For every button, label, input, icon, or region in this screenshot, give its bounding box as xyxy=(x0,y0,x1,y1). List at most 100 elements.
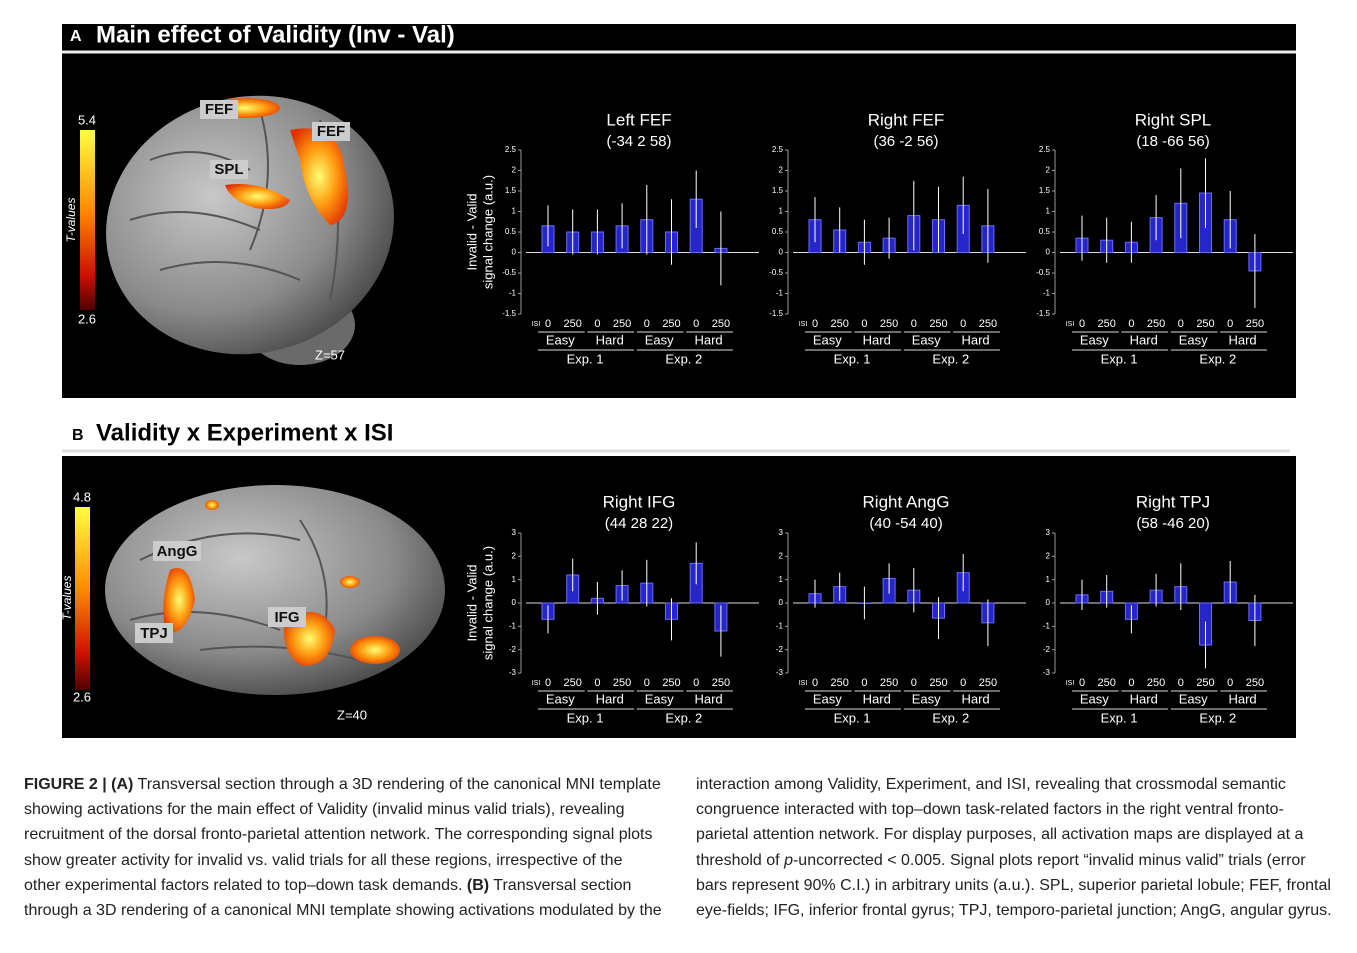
x-tick-label: 0 xyxy=(693,677,699,689)
group-label: Hard xyxy=(863,332,891,347)
chart-subtitle: (-34 2 58) xyxy=(606,133,671,150)
x-tick-label: 0 xyxy=(594,318,600,330)
x-tick-label: 0 xyxy=(545,677,551,689)
x-tick-label: 0 xyxy=(911,318,917,330)
y-tick-label: 2.5 xyxy=(772,145,784,154)
x-tick-label: 0 xyxy=(644,677,650,689)
chart-subtitle: (44 28 22) xyxy=(605,515,673,532)
caption-text: FIGURE 2 | (A) xyxy=(24,776,133,793)
experiment-label: Exp. 1 xyxy=(1101,710,1138,725)
experiment-label: Exp. 1 xyxy=(834,351,871,366)
y-tick-label: 2 xyxy=(779,166,784,175)
region-label: TPJ xyxy=(140,625,168,642)
x-tick-label: 250 xyxy=(613,318,631,330)
y-tick-label: 1 xyxy=(1046,207,1051,216)
x-tick-label: 250 xyxy=(979,318,997,330)
x-tick-label: 0 xyxy=(1128,677,1134,689)
x-tick-label: 0 xyxy=(1079,318,1085,330)
panel-label: B xyxy=(72,427,84,444)
x-tick-label: 250 xyxy=(929,677,947,689)
x-tick-label: 0 xyxy=(594,677,600,689)
y-tick-label: -1 xyxy=(509,289,517,298)
group-label: Easy xyxy=(1080,332,1109,347)
y-tick-label: 1 xyxy=(779,207,784,216)
colorbar xyxy=(75,507,90,690)
group-label: Hard xyxy=(596,332,624,347)
experiment-label: Exp. 2 xyxy=(1199,351,1236,366)
group-label: Easy xyxy=(912,691,941,706)
y-tick-label: -1 xyxy=(776,621,784,630)
x-tick-label: 0 xyxy=(960,318,966,330)
colorbar-label: T-values xyxy=(64,198,78,243)
x-tick-label: 250 xyxy=(979,677,997,689)
y-tick-label: 1 xyxy=(512,575,517,584)
y-tick-label: -1.5 xyxy=(769,309,783,318)
group-label: Hard xyxy=(694,691,722,706)
group-label: Hard xyxy=(961,691,989,706)
colorbar-max: 5.4 xyxy=(78,112,96,127)
caption-text: (B) xyxy=(467,877,489,894)
y-tick-label: 0 xyxy=(779,248,784,257)
brain-b xyxy=(105,485,445,695)
chart-title: Right SPL xyxy=(1135,110,1212,129)
chart-title: Right TPJ xyxy=(1136,492,1210,511)
x-tick-label: 0 xyxy=(911,677,917,689)
y-tick-label: 0 xyxy=(1046,598,1051,607)
y-tick-label: -1.5 xyxy=(502,309,516,318)
y-tick-label: 1.5 xyxy=(1039,186,1051,195)
x-tick-label: 0 xyxy=(1079,677,1085,689)
y-tick-label: 3 xyxy=(779,528,784,537)
figure: A Main effect of Validity (Inv - Val) 5.… xyxy=(0,0,1357,760)
group-label: Hard xyxy=(961,332,989,347)
chart-subtitle: (36 -2 56) xyxy=(873,133,938,150)
y-tick-label: 0.5 xyxy=(505,227,517,236)
x-tick-label: 250 xyxy=(662,318,680,330)
experiment-label: Exp. 2 xyxy=(1199,710,1236,725)
x-tick-label: 250 xyxy=(1098,677,1116,689)
y-tick-label: 1 xyxy=(1046,575,1051,584)
group-label: Easy xyxy=(645,332,674,347)
y-axis-label: Invalid - Valid xyxy=(464,193,479,270)
experiment-label: Exp. 2 xyxy=(932,710,969,725)
x-tick-label: 250 xyxy=(929,318,947,330)
group-label: Easy xyxy=(912,332,941,347)
x-tick-label: 0 xyxy=(1128,318,1134,330)
y-tick-label: 0 xyxy=(512,598,517,607)
y-tick-label: 1 xyxy=(512,207,517,216)
chart-title: Right IFG xyxy=(603,492,676,511)
y-tick-label: 1 xyxy=(779,575,784,584)
group-label: Easy xyxy=(813,691,842,706)
y-tick-label: -2 xyxy=(509,645,517,654)
region-label: FEF xyxy=(317,123,345,140)
y-tick-label: -1 xyxy=(1043,621,1051,630)
x-tick-label: 0 xyxy=(1178,318,1184,330)
y-tick-label: 0 xyxy=(1046,248,1051,257)
y-tick-label: 2 xyxy=(779,551,784,560)
y-tick-label: 2.5 xyxy=(1039,145,1051,154)
experiment-label: Exp. 2 xyxy=(665,710,702,725)
caption: FIGURE 2 | (A) Transversal section throu… xyxy=(24,772,1335,952)
group-label: Easy xyxy=(813,332,842,347)
panel-title: Validity x Experiment x ISI xyxy=(96,419,393,446)
colorbar-min: 2.6 xyxy=(78,311,96,326)
caption-text: Transversal section through a 3D renderi… xyxy=(24,776,1303,919)
x-tick-label: 250 xyxy=(613,677,631,689)
y-tick-label: 2.5 xyxy=(505,145,517,154)
x-tick-label: 250 xyxy=(1196,318,1214,330)
region-label: SPL xyxy=(214,161,243,178)
group-label: Hard xyxy=(1228,332,1256,347)
x-tick-label: 250 xyxy=(564,318,582,330)
group-label: Easy xyxy=(645,691,674,706)
y-tick-label: -2 xyxy=(776,645,784,654)
x-tick-label: 250 xyxy=(564,677,582,689)
x-tick-label: 250 xyxy=(712,318,730,330)
y-tick-label: 1.5 xyxy=(772,186,784,195)
y-tick-label: -1 xyxy=(509,621,517,630)
x-tick-label: 0 xyxy=(861,677,867,689)
y-tick-label: -3 xyxy=(776,668,784,677)
slice-label: Z=57 xyxy=(315,347,345,362)
y-tick-label: 0 xyxy=(779,598,784,607)
x-tick-label: 250 xyxy=(880,318,898,330)
slice-label: Z=40 xyxy=(337,707,367,722)
group-label: Hard xyxy=(694,332,722,347)
